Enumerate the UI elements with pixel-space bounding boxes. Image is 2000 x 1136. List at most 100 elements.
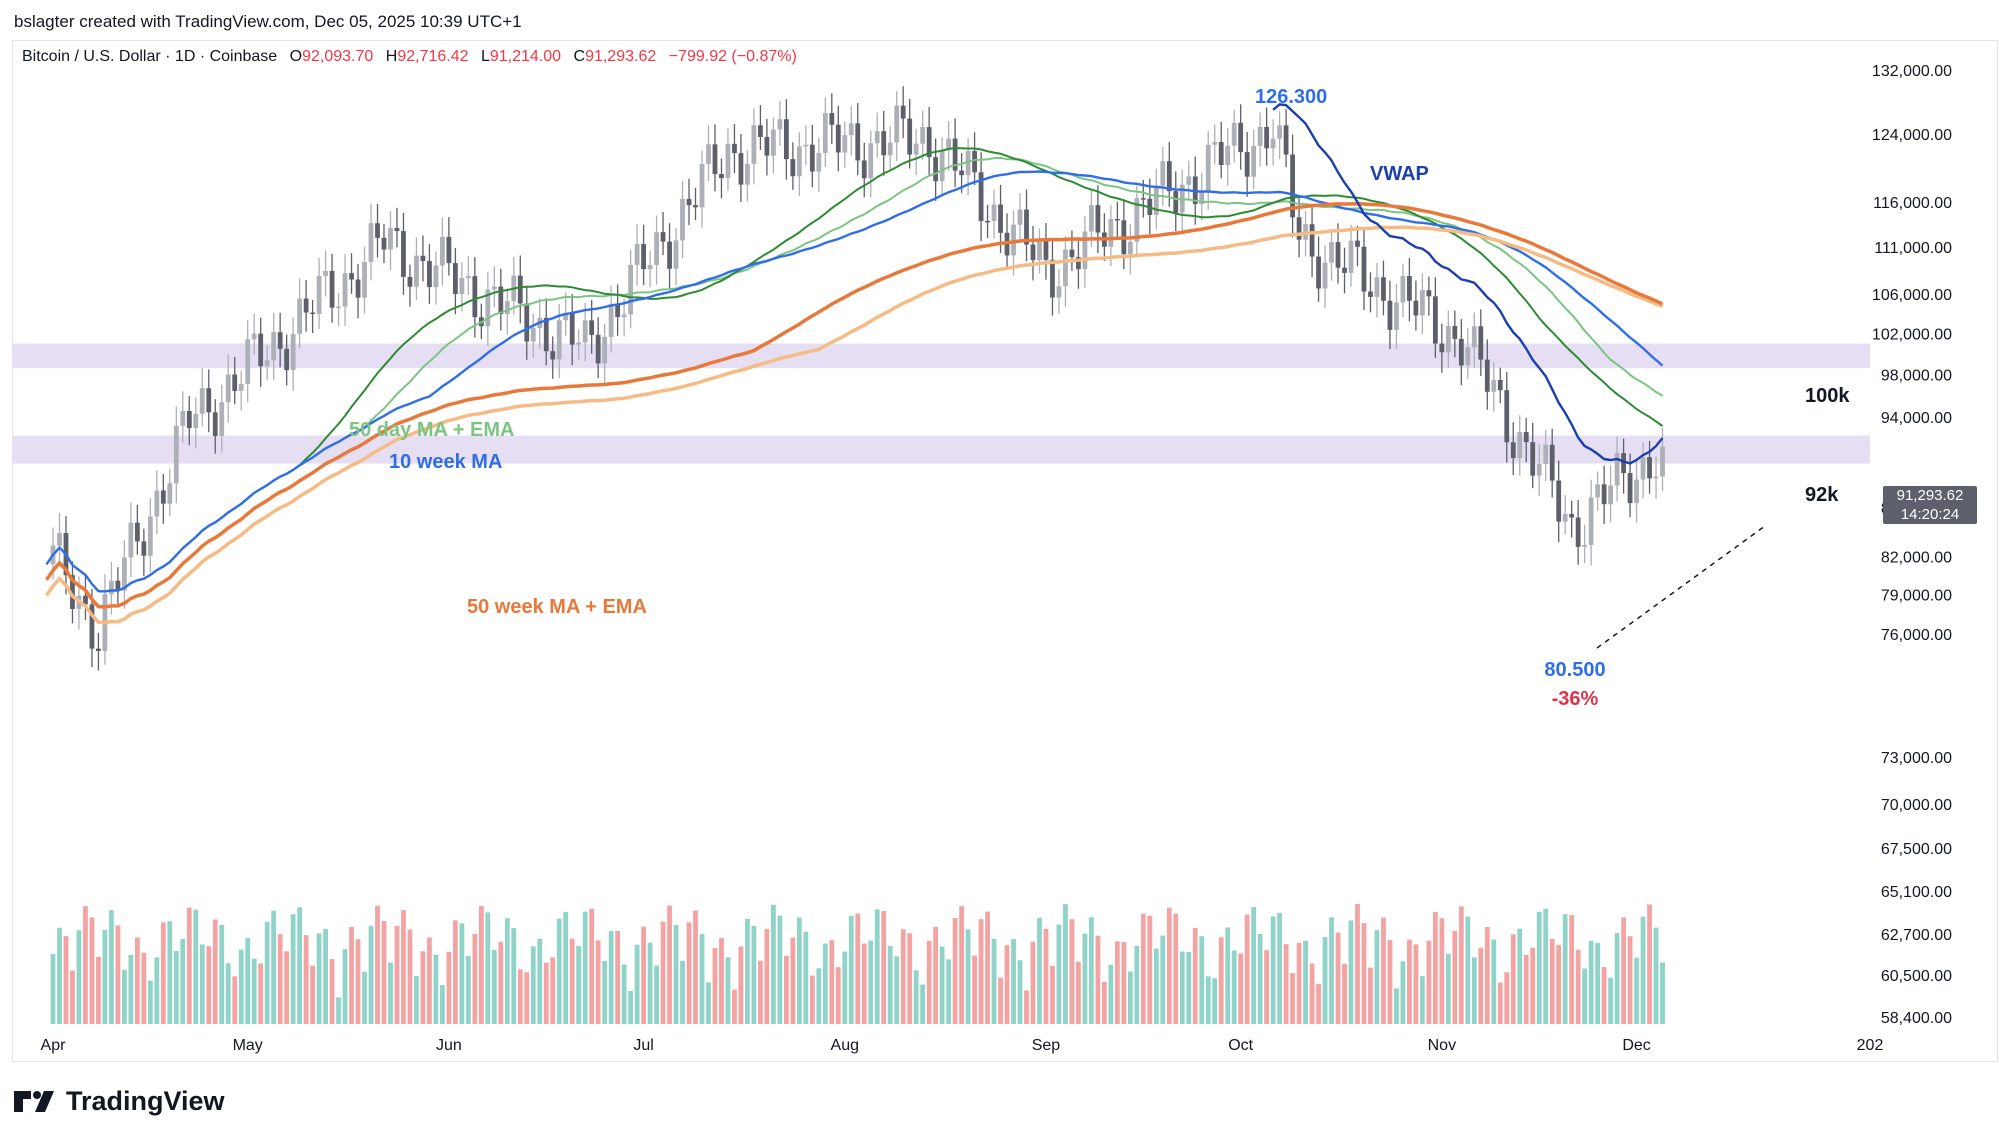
high-annotation: 126.300 — [1255, 86, 1327, 108]
volume-bar — [147, 980, 153, 1024]
candle-body — [199, 388, 205, 414]
candle-body — [491, 286, 497, 290]
volume-bar — [1205, 976, 1211, 1024]
volume-bar — [407, 929, 413, 1024]
candle-body — [1063, 249, 1068, 287]
candle-body — [141, 541, 147, 556]
volume-bar — [225, 963, 231, 1024]
candle-body — [732, 143, 737, 154]
volume-bar — [388, 962, 393, 1024]
volume-bar — [855, 913, 861, 1024]
candle-body — [738, 153, 744, 185]
candle-body — [706, 144, 711, 165]
candle-body — [829, 113, 835, 125]
candle-body — [1575, 517, 1581, 547]
candle-body — [1426, 290, 1432, 297]
volume-bar — [1225, 927, 1231, 1024]
candle-body — [349, 273, 354, 280]
y-tick-label: 124,000.00 — [1872, 127, 1952, 144]
volume-bar — [719, 938, 724, 1024]
candle-body — [238, 384, 244, 391]
candle-body — [816, 152, 822, 172]
candle-body — [173, 425, 179, 484]
candle-body — [628, 264, 634, 315]
y-tick-label: 60,500.00 — [1881, 968, 1952, 985]
volume-bar — [1212, 978, 1218, 1024]
volume-bar — [316, 933, 322, 1024]
candle-body — [1056, 286, 1062, 298]
credit-line: bslagter created with TradingView.com, D… — [14, 12, 522, 31]
volume-bar — [368, 925, 374, 1024]
candle-body — [472, 276, 478, 318]
volume-bar — [251, 958, 257, 1024]
candle-body — [1231, 122, 1237, 146]
candle-body — [972, 151, 977, 173]
volume-bar — [634, 944, 640, 1024]
volume-bar — [452, 920, 458, 1024]
candle-body — [582, 320, 588, 343]
candle-body — [1134, 198, 1140, 242]
volume-bar — [764, 929, 770, 1024]
y-tick-label: 116,000.00 — [1873, 195, 1952, 212]
vwap-line — [1272, 103, 1664, 465]
volume-bar — [1660, 962, 1665, 1024]
tradingview-logo[interactable]: TradingView — [14, 1085, 225, 1117]
volume-bar — [284, 951, 290, 1024]
candle-body — [362, 261, 367, 298]
candle-body — [751, 125, 757, 164]
y-tick-label: 98,000.00 — [1881, 367, 1952, 384]
candle-body — [245, 339, 251, 385]
candle-body — [1238, 122, 1244, 153]
volume-bar — [511, 928, 517, 1024]
y-tick-label: 62,700.00 — [1881, 927, 1952, 944]
candle-body — [1523, 431, 1529, 443]
candle-body — [1166, 161, 1172, 192]
volume-bar — [1608, 977, 1613, 1024]
candle-body — [848, 123, 854, 136]
candle-body — [219, 402, 225, 436]
volume-bar — [1452, 930, 1458, 1024]
volume-bar — [900, 929, 906, 1024]
candle-body — [323, 270, 328, 276]
candle-body — [1582, 544, 1588, 547]
volume-bar — [1127, 971, 1133, 1024]
volume-bar — [1510, 934, 1516, 1024]
volume-bar — [1270, 916, 1276, 1024]
candle-body — [1647, 457, 1652, 479]
candle-body — [602, 336, 608, 364]
low-label: L — [480, 48, 490, 65]
volume-bar — [732, 989, 737, 1024]
candle-body — [1108, 219, 1114, 247]
volume-bar — [998, 977, 1003, 1024]
candle-body — [680, 198, 685, 241]
candle-body — [121, 557, 127, 591]
change-value: −799.92 (−0.87%) — [668, 48, 797, 65]
candle-body — [1556, 480, 1562, 522]
volume-bar — [1329, 917, 1334, 1024]
volume-bar — [1653, 927, 1659, 1024]
volume-bar — [537, 938, 543, 1024]
candle-body — [796, 146, 802, 177]
volume-bar — [1504, 972, 1510, 1024]
candle-body — [212, 412, 218, 436]
volume-bar — [933, 926, 939, 1024]
volume-bar — [1556, 945, 1562, 1024]
y-tick-label: 70,000.00 — [1881, 797, 1952, 814]
volume-bar — [1348, 920, 1354, 1024]
volume-bar — [1530, 947, 1536, 1024]
candle-body — [933, 157, 939, 182]
volume-bar — [1381, 917, 1386, 1024]
candle-body — [1608, 485, 1613, 505]
candle-body — [1595, 484, 1601, 498]
candle-body — [1614, 453, 1620, 486]
y-tick-label: 67,500.00 — [1881, 841, 1952, 858]
candle-body — [524, 303, 530, 342]
candle-body — [1153, 185, 1159, 215]
candle-body — [556, 320, 562, 360]
candle-body — [1400, 276, 1406, 303]
volume-bar — [277, 934, 283, 1024]
candle-body — [336, 306, 341, 309]
volume-bar — [186, 907, 192, 1024]
candle-body — [1283, 125, 1289, 155]
